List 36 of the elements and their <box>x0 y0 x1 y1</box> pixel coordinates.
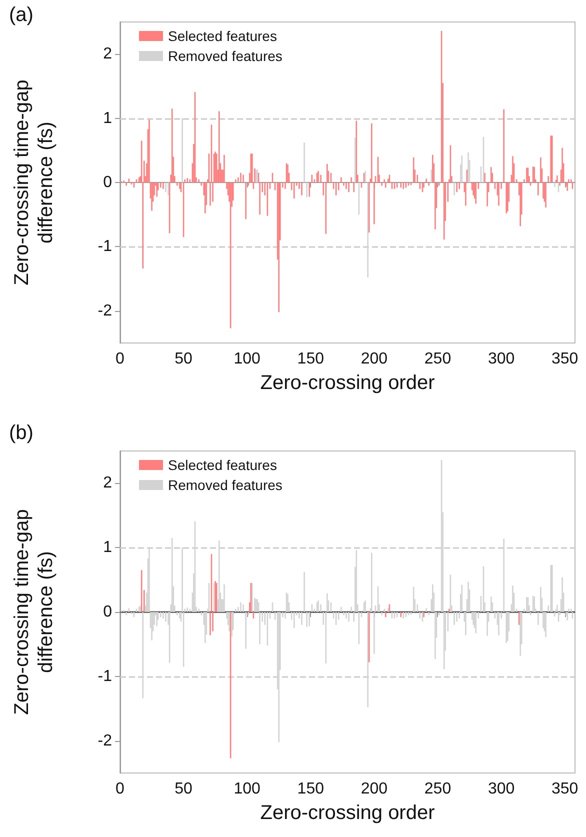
x-tick-label: 350 <box>551 350 578 368</box>
x-tick-label: 300 <box>488 350 515 368</box>
x-tick-label: 150 <box>297 350 324 368</box>
y-tick-label: 2 <box>103 474 112 492</box>
x-tick-label: 250 <box>424 780 452 798</box>
y-tick-label: 2 <box>103 46 112 63</box>
x-tick-label: 100 <box>234 350 261 368</box>
x-tick-label: 0 <box>116 780 125 798</box>
x-axis-title: Zero-crossing order <box>260 372 436 394</box>
y-tick-label: 0 <box>103 174 112 191</box>
x-tick-label: 200 <box>360 780 388 798</box>
y-tick-label: 1 <box>103 110 112 127</box>
chart-title: (a) <box>9 4 34 26</box>
x-tick-label: 50 <box>174 780 193 798</box>
x-tick-label: 300 <box>488 780 515 798</box>
x-tick-label: 0 <box>116 350 125 368</box>
legend-label: Removed features <box>168 48 282 64</box>
y-axis-title: Zero-crossing time-gap difference (fs) <box>11 80 57 286</box>
x-tick-label: 50 <box>174 350 193 368</box>
x-tick-label: 350 <box>551 780 578 798</box>
chart-title: (b) <box>9 422 34 444</box>
y-tick-label: -2 <box>98 732 112 750</box>
x-tick-label: 200 <box>360 350 388 368</box>
legend-label: Removed features <box>168 477 282 493</box>
y-tick-label: -2 <box>98 302 112 320</box>
x-tick-label: 100 <box>234 780 261 798</box>
legend-label: Selected features <box>168 457 277 473</box>
x-tick-label: 250 <box>424 350 452 368</box>
y-axis-title: Zero-crossing time-gap difference (fs) <box>11 509 57 715</box>
legend-label: Selected features <box>168 28 277 44</box>
x-axis-title: Zero-crossing order <box>260 802 436 824</box>
y-tick-label: 0 <box>103 604 112 620</box>
y-tick-label: 1 <box>103 539 112 556</box>
y-tick-label: -1 <box>98 668 112 685</box>
x-tick-label: 150 <box>297 780 324 798</box>
y-tick-label: -1 <box>98 238 112 256</box>
